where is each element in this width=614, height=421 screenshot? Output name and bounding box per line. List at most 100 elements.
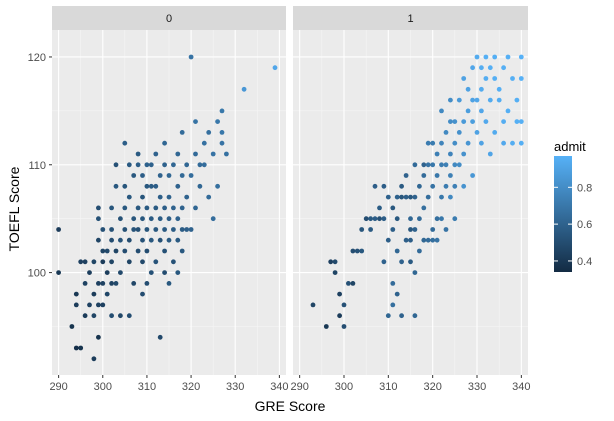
data-point (144, 281, 150, 286)
data-point (381, 183, 387, 189)
data-point (162, 205, 168, 211)
data-point (100, 302, 106, 308)
data-point (394, 194, 400, 200)
data-point (452, 183, 458, 189)
data-point (341, 324, 347, 329)
data-point (421, 162, 427, 168)
data-point (430, 140, 436, 146)
data-point (474, 54, 480, 60)
data-point (363, 216, 369, 222)
data-point (153, 259, 159, 265)
data-point (140, 237, 145, 243)
data-point (385, 237, 391, 243)
data-point (193, 205, 198, 211)
data-point (412, 313, 418, 319)
data-point (390, 302, 396, 308)
legend-tick-label: 0.8 (577, 182, 592, 194)
data-point (118, 237, 123, 243)
data-point (184, 162, 190, 168)
data-point (162, 162, 168, 168)
data-point (492, 76, 498, 81)
data-point (408, 194, 413, 200)
data-point (518, 119, 524, 124)
data-point (417, 183, 422, 189)
data-point (140, 173, 145, 178)
data-point (82, 259, 88, 265)
data-point (412, 194, 418, 200)
data-point (439, 162, 444, 168)
data-point (461, 151, 467, 157)
data-point (372, 183, 378, 189)
data-point (350, 281, 356, 286)
data-point (140, 291, 145, 297)
data-point (157, 216, 163, 222)
data-point (430, 162, 436, 168)
data-point (131, 227, 137, 232)
data-point (408, 259, 413, 265)
data-point (337, 291, 342, 297)
data-point (368, 227, 373, 232)
data-point (148, 183, 154, 189)
data-point (385, 194, 391, 200)
data-point (514, 119, 520, 124)
data-point (381, 216, 387, 222)
data-point (448, 194, 453, 200)
data-point (144, 205, 150, 211)
data-point (100, 259, 106, 265)
data-point (162, 248, 168, 254)
data-point (372, 216, 378, 222)
data-point (197, 162, 203, 168)
data-point (166, 216, 172, 222)
data-point (430, 183, 436, 189)
data-point (166, 237, 172, 243)
data-point (96, 205, 101, 211)
data-point (219, 130, 225, 135)
data-point (153, 205, 159, 211)
data-point (465, 86, 471, 92)
data-point (474, 97, 480, 103)
x-tick-label: 340 (270, 381, 288, 393)
data-point (510, 140, 515, 146)
data-point (113, 183, 119, 189)
data-point (496, 97, 502, 103)
data-point (518, 54, 524, 60)
data-point (96, 302, 101, 308)
data-point (122, 140, 128, 146)
data-point (448, 97, 453, 103)
data-point (175, 216, 181, 222)
data-point (91, 313, 97, 319)
data-point (122, 183, 128, 189)
data-point (140, 194, 145, 200)
data-point (439, 140, 444, 146)
data-point (408, 227, 413, 232)
data-point (56, 270, 61, 275)
data-point (140, 259, 145, 265)
facet-strip-label: 1 (407, 13, 413, 25)
data-point (492, 54, 498, 60)
data-point (113, 281, 119, 286)
x-tick-label: 300 (335, 381, 353, 393)
data-point (434, 151, 440, 157)
data-point (126, 162, 132, 168)
data-point (479, 108, 484, 114)
data-point (193, 151, 198, 157)
data-point (153, 151, 159, 157)
y-tick-label: 120 (28, 52, 46, 64)
data-point (179, 227, 185, 232)
data-point (118, 270, 123, 275)
data-point (272, 65, 278, 71)
data-point (73, 345, 79, 351)
panels: 0 290 300 310 320 330 340 1 290 300 310 320 330 340 (49, 6, 531, 393)
data-point (434, 173, 440, 178)
data-point (417, 248, 422, 254)
data-point (193, 119, 198, 124)
data-point (135, 205, 141, 211)
x-tick-label: 300 (94, 381, 112, 393)
data-point (162, 270, 168, 275)
data-point (390, 281, 396, 286)
data-point (135, 162, 141, 168)
data-point (144, 227, 150, 232)
data-point (439, 108, 444, 114)
data-point (109, 205, 114, 211)
data-point (175, 270, 181, 275)
